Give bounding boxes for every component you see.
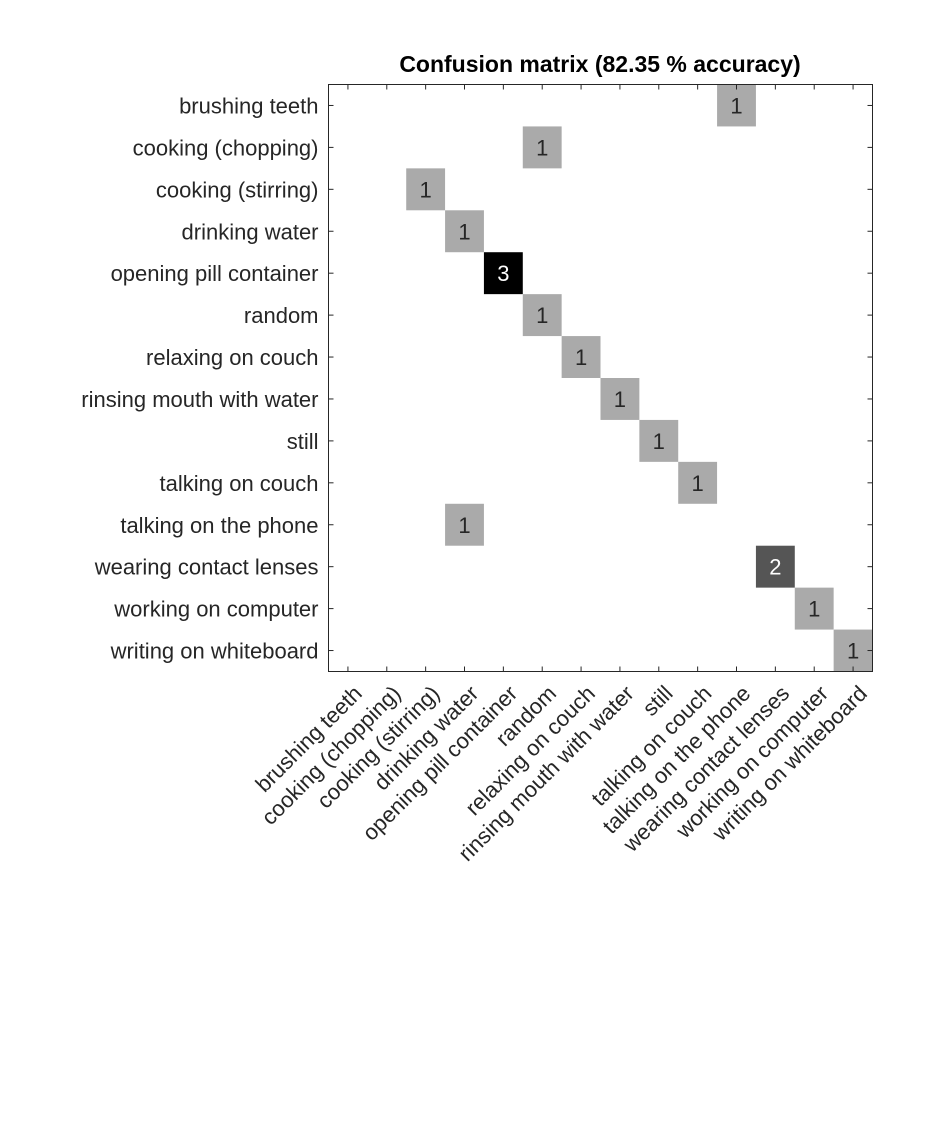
- matrix-cell: [445, 210, 484, 253]
- cell-value-label: 1: [575, 345, 587, 370]
- cell-value-label: 2: [769, 555, 781, 580]
- cell-value-label: 1: [536, 303, 548, 328]
- chart-title: Confusion matrix (82.35 % accuracy): [399, 51, 800, 77]
- y-tick-label: relaxing on couch: [146, 345, 318, 370]
- matrix-cells: 1 1 1 1 3 1 1 1 1 1 1 2 1 1: [406, 84, 873, 672]
- cell-value-label: 1: [653, 429, 665, 454]
- y-tick-label: rinsing mouth with water: [81, 387, 318, 412]
- cell-value-label: 1: [614, 387, 626, 412]
- y-tick-label: cooking (chopping): [133, 135, 319, 160]
- cell-value-label: 1: [420, 177, 432, 202]
- cell-value-label: 1: [458, 513, 470, 538]
- matrix-cell: [483, 252, 523, 295]
- matrix-cell: [522, 126, 562, 169]
- y-tick-label: opening pill container: [111, 261, 319, 286]
- matrix-cell: [561, 336, 601, 378]
- y-tick-label: writing on whiteboard: [110, 639, 319, 664]
- y-tick-label: talking on couch: [160, 471, 319, 496]
- cell-value-label: 3: [497, 261, 509, 286]
- y-tick-label: talking on the phone: [120, 513, 318, 538]
- matrix-cell: [794, 587, 834, 630]
- y-tick-label: drinking water: [182, 219, 319, 244]
- matrix-cell: [755, 545, 795, 588]
- y-axis-tick-labels: brushing teeth cooking (chopping) cooking …: [81, 93, 318, 663]
- plot-frame: [328, 84, 873, 672]
- cell-value-label: 1: [808, 597, 820, 622]
- cell-value-label: 1: [458, 219, 470, 244]
- matrix-cell: [717, 84, 756, 127]
- matrix-cell: [639, 419, 679, 462]
- cell-value-label: 1: [730, 93, 742, 118]
- y-tick-label: random: [244, 303, 319, 328]
- cell-value-label: 1: [692, 471, 704, 496]
- y-tick-label: cooking (stirring): [156, 177, 319, 202]
- cell-value-label: 1: [536, 135, 548, 160]
- cell-value-label: 1: [847, 639, 859, 664]
- y-tick-label: still: [287, 429, 319, 454]
- y-tick-label: wearing contact lenses: [94, 555, 319, 580]
- matrix-cell: [445, 503, 484, 546]
- matrix-cell: [522, 294, 562, 337]
- matrix-cell: [406, 168, 446, 211]
- axis-ticks: [328, 84, 873, 672]
- matrix-cell: [678, 461, 718, 504]
- y-tick-label: working on computer: [113, 597, 318, 622]
- matrix-cell: [600, 378, 640, 420]
- matrix-cell: [833, 629, 873, 672]
- y-tick-label: brushing teeth: [179, 93, 318, 118]
